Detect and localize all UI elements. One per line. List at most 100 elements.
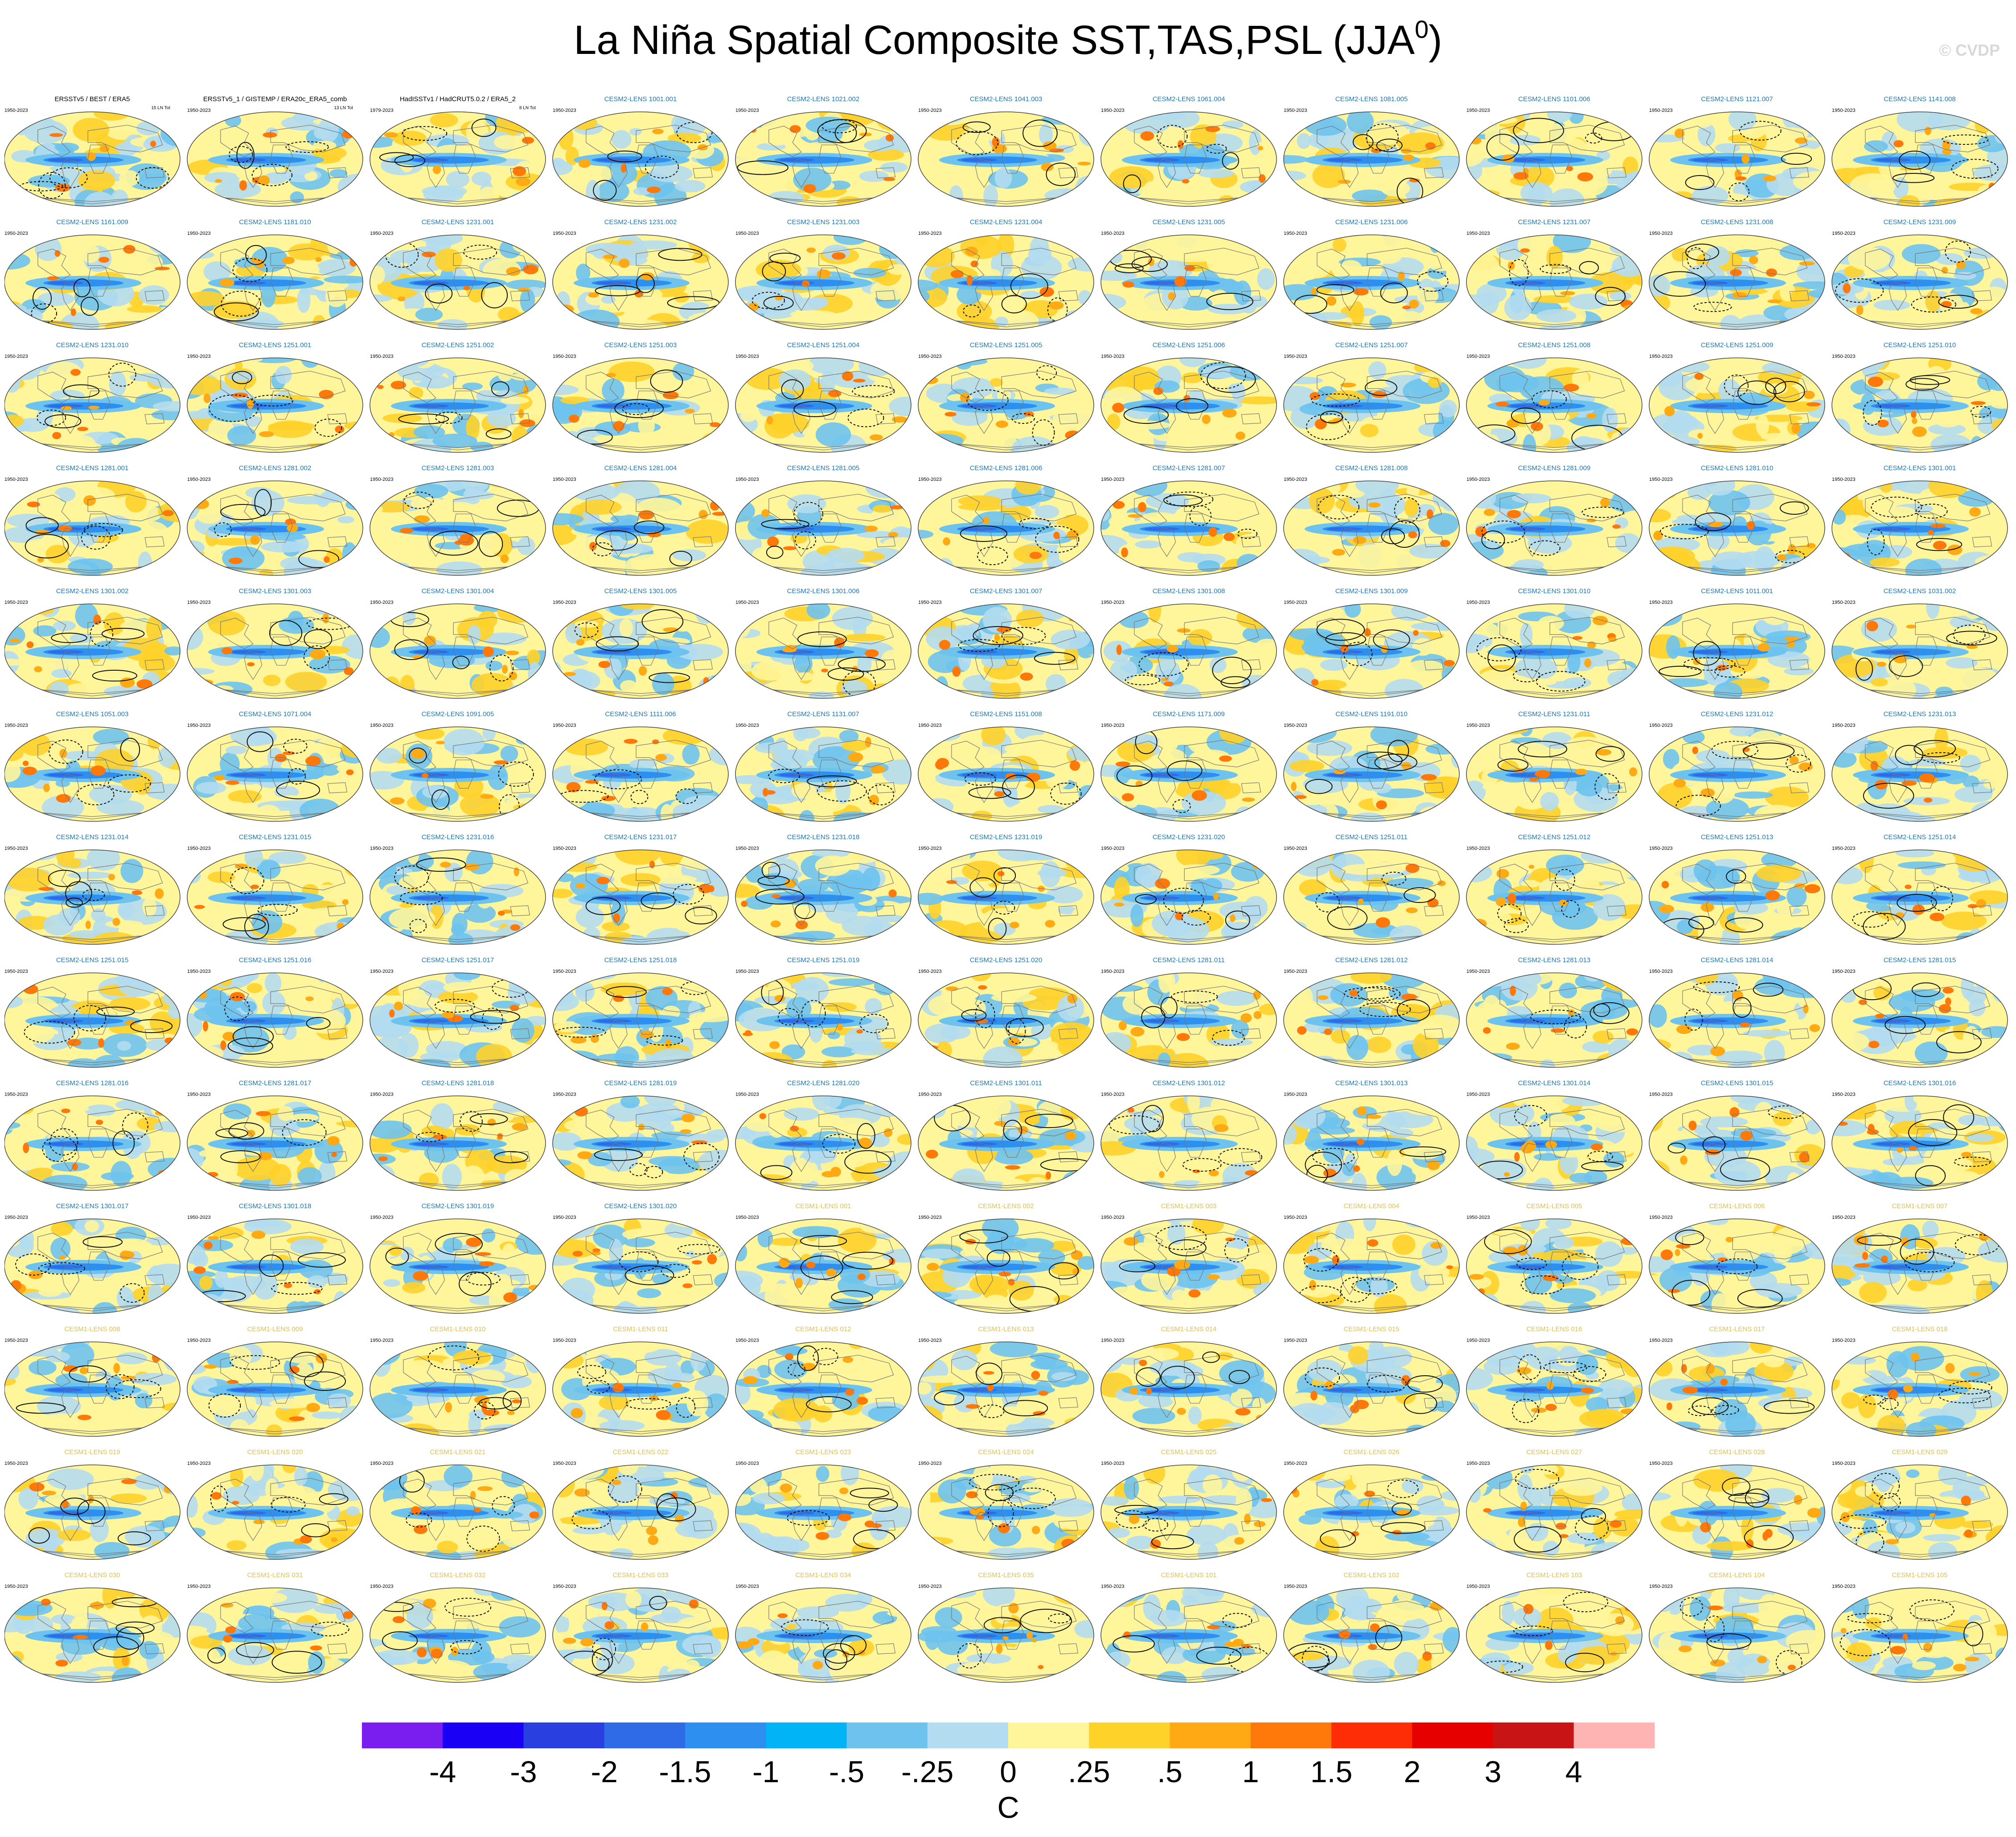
anomaly-patch [1661,678,1709,687]
map-field [370,850,546,944]
psl-contour [1726,869,1746,884]
map-border [1649,111,1825,207]
psl-contour [108,362,136,387]
anomaly-patch [1289,628,1334,641]
anomaly-patch [304,171,318,181]
anomaly-patch [1761,433,1792,441]
anomaly-patch [1207,250,1240,275]
anomaly-patch [268,420,312,438]
continent-outline [1424,905,1444,917]
anomaly-patch [692,564,714,575]
anomaly-patch [305,1008,346,1034]
warm-patch [1371,148,1382,153]
warm-patch [463,286,471,291]
anomaly-patch [1057,544,1071,556]
psl-contour [1724,374,1749,397]
anomaly-patch [1044,188,1084,203]
anomaly-patch [1198,429,1230,438]
psl-contour [1773,381,1805,402]
panel-title: CESM2-LENS 1231.007 [1518,218,1591,226]
anomaly-patch [1912,616,1937,624]
continent-outline [1367,144,1390,174]
anomaly-patch [1409,544,1451,559]
anomaly-patch [688,235,727,247]
anomaly-patch [244,850,263,868]
anomaly-patch [578,500,622,515]
continent-outline [427,528,445,557]
continent-outline [1134,618,1167,649]
anomaly-patch [1255,639,1277,654]
psl-contour [793,502,824,527]
psl-contour [1001,295,1027,314]
anomaly-patch [797,727,821,739]
anomaly-patch [636,288,663,301]
psl-contour [761,861,780,879]
anomaly-patch [638,415,655,436]
panel-years: 1950-2023 [370,477,394,482]
warm-patch [1856,305,1864,316]
warm-patch [1956,261,1966,270]
panel-years: 1950-2023 [1649,108,1673,113]
anomaly-patch [740,410,757,422]
continent-outline [1606,167,1627,179]
psl-contour [968,786,1011,799]
anomaly-patch [682,744,700,765]
anomaly-patch [701,192,728,206]
anomaly-patch [511,426,528,450]
anomaly-patch [526,800,546,821]
anomaly-patch [1406,660,1444,675]
warm-patch [49,133,63,137]
anomaly-patch [1240,692,1254,698]
warm-patch [995,420,1008,428]
warm-patch [1788,544,1796,555]
continent-outline [1523,897,1542,926]
anomaly-patch [1261,358,1277,378]
anomaly-patch [84,192,115,206]
anomaly-patch [919,438,943,452]
continent-outline [220,249,254,280]
continent-outline [1915,125,1991,152]
warm-patch [229,558,242,564]
warm-patch [1659,905,1675,914]
anomaly-patch [918,893,944,905]
anomaly-patch [1222,120,1244,129]
anomaly-patch [1253,856,1277,873]
anomaly-patch [409,387,423,399]
map-field [1832,850,2008,944]
warm-patch [1664,406,1675,417]
map-border [918,111,1094,207]
continent-outline [37,864,71,895]
panel-years: 1950-2023 [187,477,211,482]
continent-outline [220,126,254,157]
warm-patch [400,528,414,533]
anomaly-patch [370,191,390,206]
panel-title: CESM2-LENS 1231.004 [970,218,1043,226]
anomaly-patch [517,481,532,496]
continent-outline [1184,617,1260,644]
warm-patch [1692,746,1699,754]
anomaly-patch [853,267,887,279]
anomaly-patch [24,119,67,144]
psl-contour [80,296,99,316]
anomaly-patch [1957,890,1973,916]
continent-outline [144,782,165,794]
anomaly-patch [788,360,814,373]
warm-patch [247,662,255,667]
warm-patch [500,554,509,563]
anomaly-patch [500,745,518,762]
anomaly-patch [1417,287,1439,305]
continent-outline [1317,741,1350,772]
anomaly-patch [505,312,546,329]
anomaly-patch [1244,896,1268,919]
map-border [735,234,912,330]
anomaly-patch [67,871,113,879]
map-field [735,850,911,944]
continent-outline [1732,267,1755,297]
continent-outline [1241,413,1261,425]
anomaly-patch [1552,904,1598,930]
warm-patch [712,512,727,516]
warm-patch [435,741,445,745]
